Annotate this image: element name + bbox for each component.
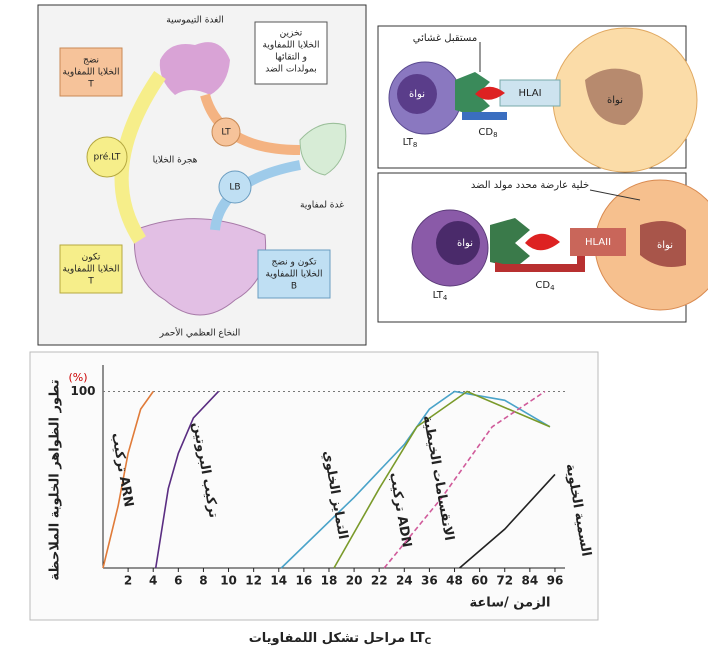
- x-tick-label: 48: [446, 574, 463, 588]
- label: خلية عارضة محدد مولد الضد: [471, 180, 589, 191]
- label: الخلايا اللمفاوية: [63, 265, 120, 275]
- box: [254, 21, 328, 85]
- label: تكون و نضج: [272, 258, 317, 268]
- x-tick-label: 22: [371, 574, 388, 588]
- hla: [499, 79, 561, 107]
- label: نضج: [83, 56, 99, 66]
- leader: [589, 189, 641, 201]
- label: الغدة التيموسية: [166, 16, 224, 26]
- x-tick-label: 8: [199, 574, 207, 588]
- label: CD4: [535, 280, 555, 292]
- x-tick-label: 96: [547, 574, 564, 588]
- lymph-node-shape: [299, 122, 347, 176]
- label: الخلايا اللمفاوية: [266, 270, 323, 280]
- caption: مراحل تشكل اللمفاويات LTC: [249, 631, 432, 647]
- line: [383, 390, 546, 569]
- x-tick-label: 4: [149, 574, 157, 588]
- x-tick-label: 20: [346, 574, 363, 588]
- label: غدة لمفاوية: [300, 201, 344, 211]
- label: نواة: [607, 95, 623, 106]
- label: HLAII: [585, 237, 611, 248]
- x-tick-label: 24: [396, 574, 413, 588]
- line: [459, 473, 556, 569]
- nucleus: [436, 221, 480, 265]
- lb-circle: [218, 170, 252, 204]
- label: T: [87, 80, 94, 90]
- line: [154, 390, 220, 569]
- label: LT8: [403, 137, 418, 149]
- box: [59, 47, 123, 97]
- nucleus: [397, 74, 437, 114]
- x-tick-label: 36: [421, 574, 438, 588]
- label: HLAI: [518, 88, 541, 99]
- label: بمولدات الضد: [265, 65, 316, 75]
- line: [333, 390, 551, 569]
- box: [59, 244, 123, 294]
- label: LT: [221, 128, 231, 138]
- nucleus: [585, 68, 643, 125]
- label: LB: [229, 183, 240, 193]
- label: هجرة الخلايا: [153, 156, 198, 166]
- x-tick-label: 6: [174, 574, 182, 588]
- label: نواة: [457, 238, 473, 249]
- antigen: [525, 233, 560, 251]
- label: الخلايا اللمفاوية: [63, 68, 120, 78]
- cd: [495, 256, 585, 272]
- x-tick-label: 60: [471, 574, 488, 588]
- x-tick-label: 2: [124, 574, 132, 588]
- prelt-circle: [86, 136, 128, 178]
- label: نواة: [409, 89, 425, 100]
- y-tick-label: 100: [70, 384, 95, 398]
- line: [280, 390, 551, 569]
- label: نواة: [657, 240, 673, 251]
- label: تخزين: [280, 29, 303, 39]
- nucleus: [640, 221, 686, 268]
- receptor: [455, 72, 490, 116]
- label: CD8: [478, 127, 497, 139]
- x-tick-label: 72: [496, 574, 513, 588]
- label: مستقبل غشائي: [413, 33, 477, 44]
- label: LT4: [433, 290, 448, 302]
- antigen: [475, 86, 505, 100]
- receptor: [490, 218, 530, 268]
- thymus-shape: [159, 42, 230, 95]
- cd: [462, 112, 507, 120]
- x-tick-label: 18: [321, 574, 338, 588]
- line: [102, 391, 154, 569]
- label: الخلايا اللمفاوية: [263, 41, 320, 51]
- y-unit: (%): [68, 371, 87, 384]
- label: pré.LT: [94, 152, 121, 163]
- label: تكون: [82, 253, 101, 263]
- y-label: تطور الظواهر الخلوية الملاحظة: [48, 379, 63, 580]
- hla: [570, 228, 626, 256]
- x-tick-label: 10: [220, 574, 237, 588]
- label: T: [87, 277, 94, 287]
- x-tick-label: 84: [521, 574, 538, 588]
- label: النخاع العظمي الأحمر: [159, 327, 241, 339]
- x-tick-label: 12: [245, 574, 262, 588]
- label: و التقائها: [275, 53, 307, 63]
- label: B: [291, 282, 297, 292]
- x-tick-label: 16: [296, 574, 313, 588]
- x-label: الزمن /ساعة: [470, 596, 551, 611]
- chart-panel: [29, 351, 599, 621]
- lt-circle: [211, 117, 241, 147]
- box: [257, 249, 331, 299]
- x-tick-label: 14: [270, 574, 287, 588]
